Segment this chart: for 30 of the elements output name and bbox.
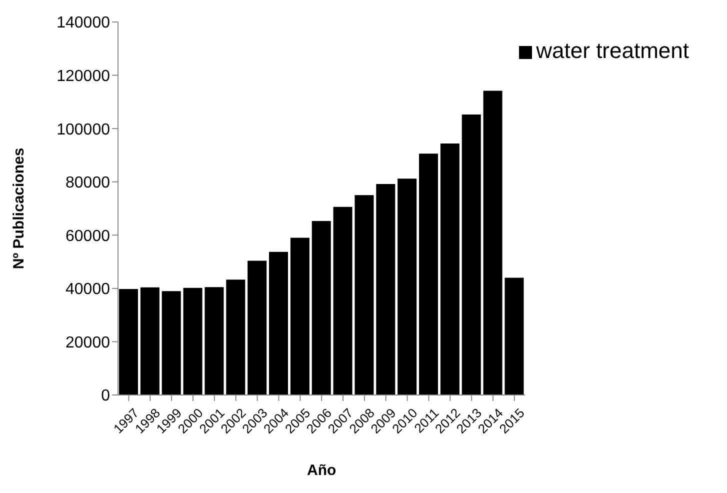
legend-label: water treatment bbox=[536, 38, 689, 63]
bar bbox=[248, 260, 267, 395]
y-axis-title: Nº Publicaciones bbox=[10, 148, 28, 270]
y-tick-label: 40000 bbox=[66, 281, 110, 298]
bar bbox=[398, 178, 417, 395]
bar bbox=[333, 206, 352, 395]
bar bbox=[226, 280, 246, 395]
y-tick-label: 140000 bbox=[56, 14, 110, 32]
y-tick-label: 120000 bbox=[56, 68, 110, 85]
y-tick-label: 80000 bbox=[66, 174, 110, 192]
y-tick-label: 100000 bbox=[56, 121, 110, 138]
bar bbox=[419, 154, 438, 395]
y-tick-label: 60000 bbox=[66, 228, 110, 245]
y-tick-label: 20000 bbox=[66, 334, 110, 352]
bar bbox=[119, 288, 138, 395]
bar bbox=[440, 143, 460, 395]
bar bbox=[183, 288, 202, 395]
bar bbox=[462, 114, 481, 395]
bar bbox=[354, 195, 374, 395]
bar bbox=[483, 90, 502, 395]
bar bbox=[290, 238, 310, 395]
bar bbox=[204, 287, 224, 395]
bar bbox=[140, 287, 160, 395]
bar bbox=[312, 221, 331, 395]
bar bbox=[162, 291, 181, 395]
bar bbox=[504, 278, 524, 395]
bar bbox=[376, 184, 396, 395]
bar bbox=[269, 252, 288, 395]
x-axis-title: Año bbox=[306, 462, 336, 479]
y-tick-label: 0 bbox=[101, 388, 110, 405]
